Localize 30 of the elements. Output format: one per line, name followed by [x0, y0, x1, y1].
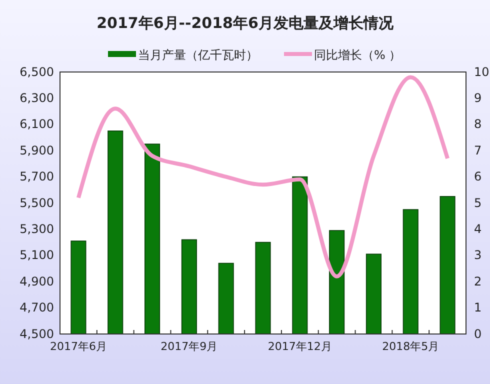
x-tick-label: 2017年6月: [50, 340, 107, 353]
y2-tick-label: 8: [474, 117, 482, 132]
y-tick-label: 6,500: [20, 64, 54, 79]
y-tick-label: 4,500: [20, 326, 54, 341]
y2-tick-label: 0: [474, 326, 482, 341]
x-tick-label: 2017年9月: [160, 340, 218, 353]
y2-tick-label: 5: [474, 196, 482, 210]
y2-tick-label: 9: [474, 91, 482, 106]
y2-tick-label: 4: [474, 222, 482, 236]
y2-tick-label: 3: [474, 248, 482, 262]
y-tick-label: 4,700: [20, 300, 54, 315]
x-tick-label: 2017年12月: [268, 340, 332, 353]
y2-tick-label: 2: [474, 274, 482, 288]
x-tick-label: 2018年5月: [382, 340, 440, 353]
y-tick-label: 5,300: [20, 222, 54, 236]
y-tick-label: 5,500: [20, 196, 54, 210]
line-series: [76, 75, 450, 278]
y2-tick-label: 7: [474, 143, 482, 158]
legend-label: 同比增长（% ）: [314, 48, 402, 62]
y2-tick-label: 10: [474, 64, 490, 79]
y2-tick-label: 1: [474, 300, 482, 315]
y-tick-label: 5,900: [20, 143, 54, 158]
y-tick-label: 5,700: [20, 170, 54, 184]
y-tick-label: 6,300: [20, 91, 54, 106]
y-tick-label: 5,100: [20, 248, 54, 262]
y-tick-label: 4,900: [20, 274, 54, 288]
y2-tick-label: 6: [474, 170, 482, 184]
chart-title: 2017年6月--2018年6月发电量及增长情况: [96, 14, 394, 32]
y-tick-label: 6,100: [20, 117, 54, 132]
legend-label: 当月产量（亿千瓦时）: [138, 48, 258, 62]
